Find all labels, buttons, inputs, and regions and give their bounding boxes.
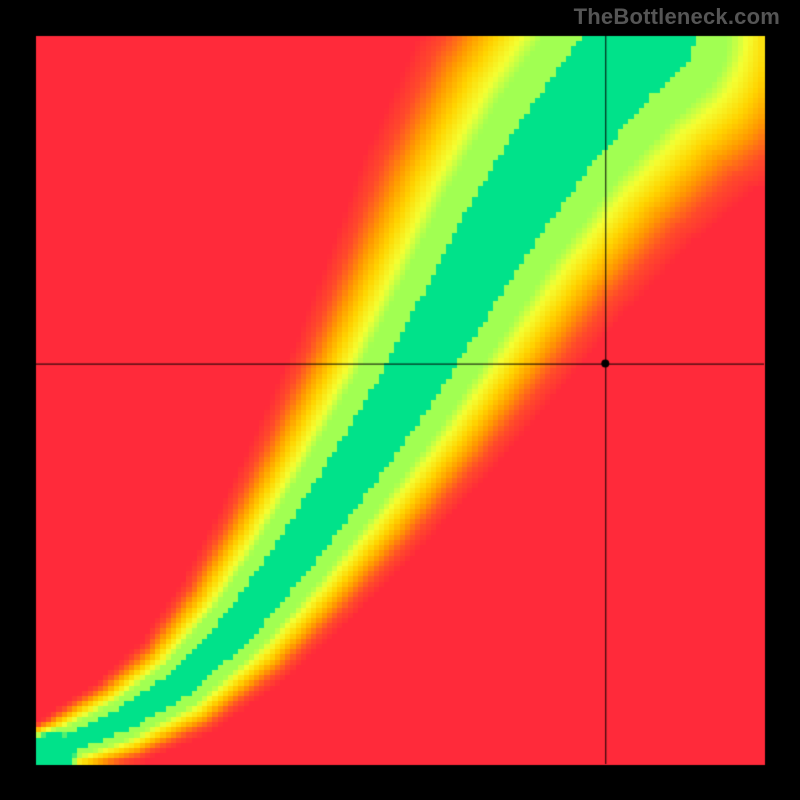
watermark-text: TheBottleneck.com	[574, 4, 780, 30]
chart-container: TheBottleneck.com	[0, 0, 800, 800]
bottleneck-heatmap-canvas	[0, 0, 800, 800]
